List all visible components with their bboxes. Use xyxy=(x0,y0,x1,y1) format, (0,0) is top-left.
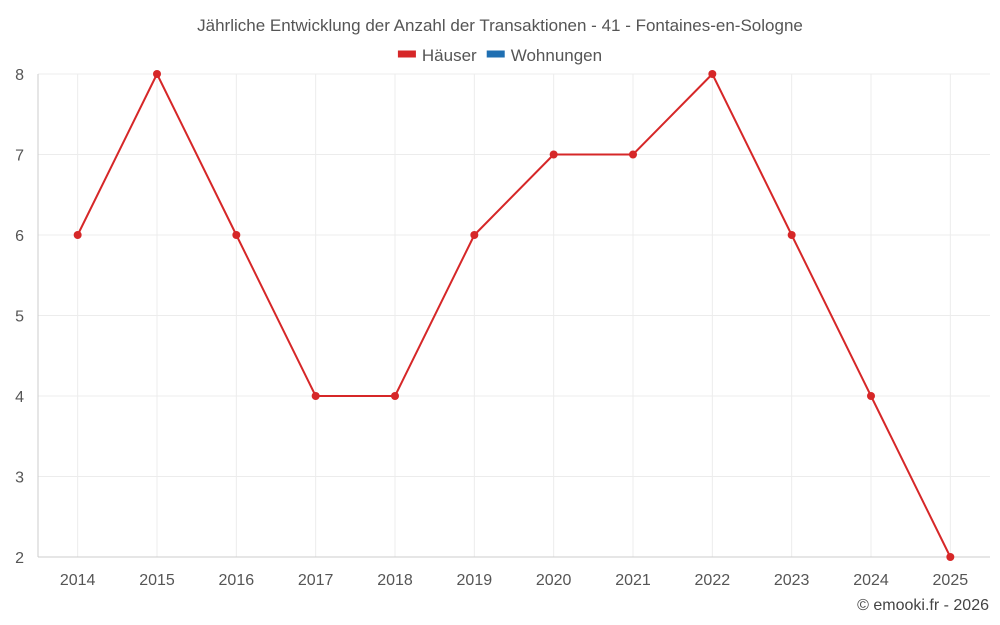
legend-swatch xyxy=(397,50,416,58)
grid xyxy=(38,73,990,557)
y-tick-label: 2 xyxy=(15,550,24,567)
legend: Häuser Wohnungen xyxy=(397,46,602,65)
x-tick-label: 2019 xyxy=(457,572,493,589)
x-tick-label: 2021 xyxy=(615,572,651,589)
x-tick-label: 2017 xyxy=(298,572,334,589)
x-tick-label: 2025 xyxy=(933,572,969,589)
data-point[interactable] xyxy=(311,392,320,400)
chart-title: Jährliche Entwicklung der Anzahl der Tra… xyxy=(197,16,803,35)
credit-text: © emooki.fr - 2026 xyxy=(857,597,989,614)
x-tick-label: 2020 xyxy=(536,572,572,589)
axes: 2 3 4 5 6 7 8 2014 2015 2016 2017 2018 2019 2020 2021 2… xyxy=(15,67,990,589)
series-layer xyxy=(73,70,955,561)
data-point[interactable] xyxy=(787,231,796,239)
x-tick-label: 2024 xyxy=(853,572,889,589)
y-tick-label: 6 xyxy=(15,228,24,245)
y-tick-label: 5 xyxy=(15,309,24,326)
x-tick-label: 2018 xyxy=(377,572,413,589)
legend-swatch xyxy=(486,50,505,58)
x-tick-label: 2015 xyxy=(139,572,175,589)
data-point[interactable] xyxy=(470,231,479,239)
y-tick-label: 7 xyxy=(15,148,24,165)
x-tick-label: 2016 xyxy=(219,572,255,589)
data-point[interactable] xyxy=(629,150,637,159)
data-point[interactable] xyxy=(867,392,875,400)
data-point[interactable] xyxy=(153,70,161,78)
series-line-0 xyxy=(76,73,952,558)
legend-label: Häuser xyxy=(422,46,477,65)
legend-label: Wohnungen xyxy=(511,46,602,65)
legend-item[interactable]: Häuser xyxy=(397,46,477,65)
y-tick-label: 8 xyxy=(15,67,24,84)
data-point[interactable] xyxy=(946,553,955,561)
y-tick-label: 3 xyxy=(15,470,24,487)
y-tick-label: 4 xyxy=(15,389,24,406)
data-point[interactable] xyxy=(232,231,241,239)
x-tick-label: 2022 xyxy=(695,572,731,589)
data-point[interactable] xyxy=(549,150,558,159)
x-tick-label: 2023 xyxy=(774,572,810,589)
data-point[interactable] xyxy=(391,392,399,400)
legend-item[interactable]: Wohnungen xyxy=(486,46,602,65)
x-tick-label: 2014 xyxy=(60,572,96,589)
data-point[interactable] xyxy=(708,70,717,78)
data-point[interactable] xyxy=(73,231,82,239)
